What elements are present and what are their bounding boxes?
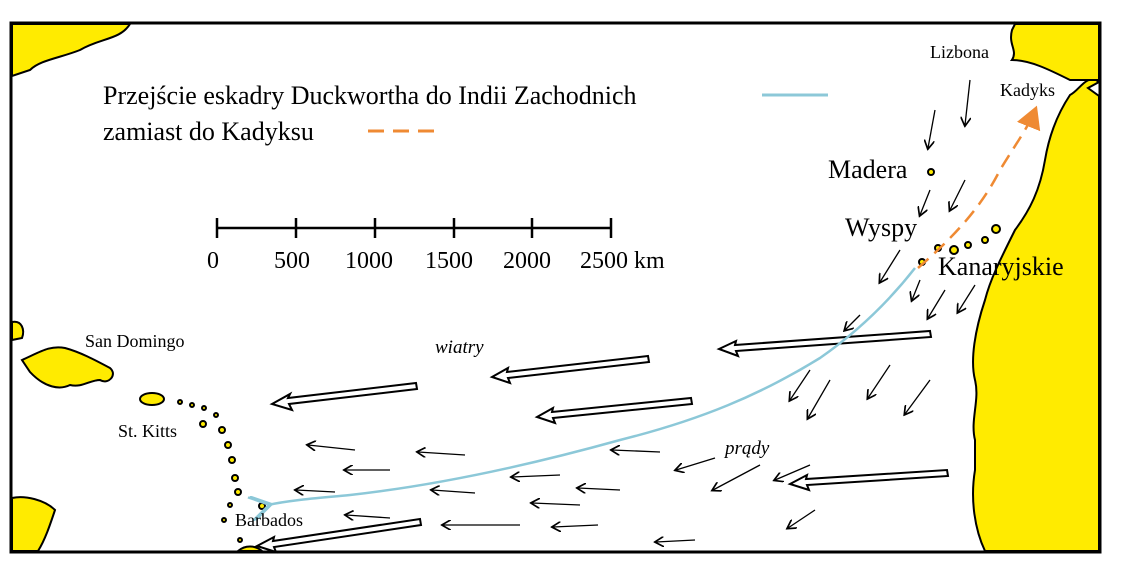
- place-label: Wyspy: [845, 213, 917, 242]
- legend-label: Przejście eskadry Duckwortha do Indii Za…: [103, 81, 637, 110]
- scale-label: 1500: [425, 248, 473, 274]
- place-label: Barbados: [235, 510, 303, 530]
- place-labels: Lizbona Kadyks Madera Wyspy Kanaryjskie …: [85, 42, 1064, 530]
- scale-label: 2500 km: [580, 248, 665, 274]
- place-label: Kadyks: [1000, 80, 1055, 100]
- wind-arrows: [254, 329, 950, 554]
- place-label: Kanaryjskie: [938, 252, 1064, 281]
- place-label: St. Kitts: [118, 421, 177, 441]
- legend-label: zamiast do Kadyksu: [103, 117, 314, 146]
- scale-label: 1000: [345, 248, 393, 274]
- scale-bar: [215, 218, 613, 238]
- scale-label: 500: [274, 248, 310, 274]
- annotation: wiatry: [435, 337, 484, 358]
- place-label: Madera: [828, 155, 908, 184]
- land: [11, 21, 1101, 552]
- route-taken: [268, 267, 916, 505]
- legend: Przejście eskadry Duckwortha do Indii Za…: [103, 81, 828, 146]
- scale-labels: 0 500 1000 1500 2000 2500 km: [207, 248, 665, 274]
- frame: [9, 21, 1102, 554]
- scale-label: 2000: [503, 248, 551, 274]
- scale-label: 0: [207, 248, 219, 274]
- current-arrows: [296, 79, 976, 542]
- route-planned: [917, 105, 1041, 269]
- annotation: prądy: [723, 438, 770, 459]
- place-label: San Domingo: [85, 331, 185, 351]
- place-label: Lizbona: [930, 42, 989, 62]
